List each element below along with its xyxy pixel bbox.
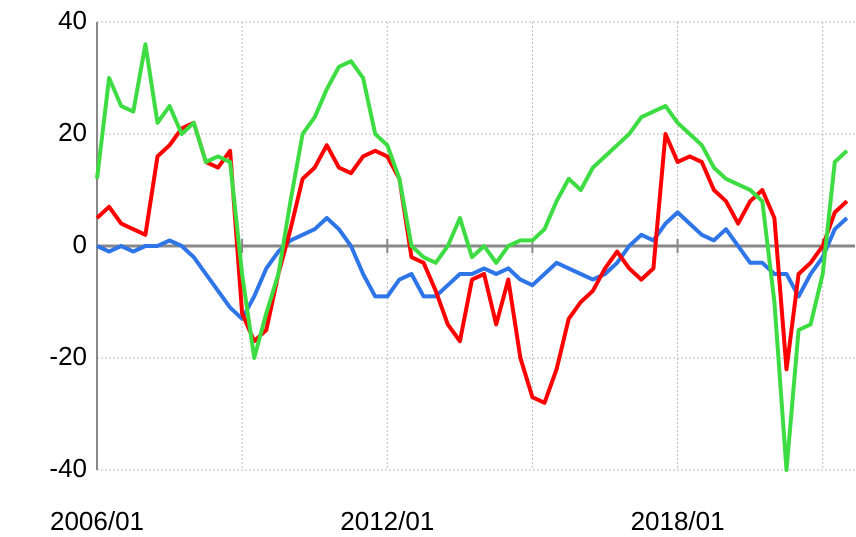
x-tick-label: 2006/01 bbox=[50, 506, 144, 536]
y-tick-label: -20 bbox=[49, 341, 87, 371]
y-tick-label: 20 bbox=[58, 117, 87, 147]
y-tick-label: 0 bbox=[73, 229, 87, 259]
series-line bbox=[95, 42, 849, 472]
series-line bbox=[95, 120, 849, 405]
x-tick-label: 2012/01 bbox=[340, 506, 434, 536]
y-tick-label: 40 bbox=[58, 5, 87, 35]
x-tick-label: 2018/01 bbox=[631, 506, 725, 536]
y-tick-label: -40 bbox=[49, 453, 87, 483]
series-line bbox=[96, 210, 849, 321]
